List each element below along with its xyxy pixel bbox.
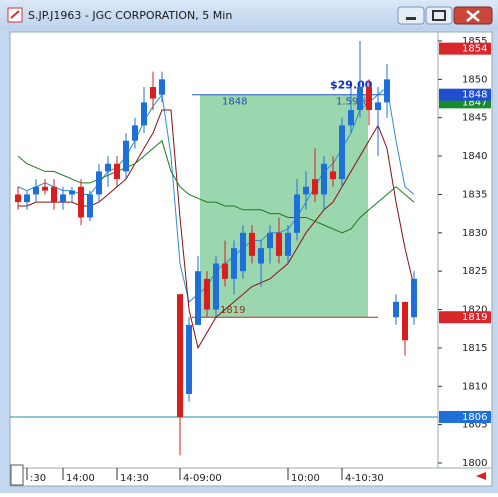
candle-body [285,232,291,256]
candle-body [222,263,228,279]
y-tick-label: 1805 [462,420,487,431]
candle-body [51,186,57,203]
y-tick-label: 1810 [462,381,487,392]
x-tick-label: 14:00 [66,473,95,484]
candle-body [267,232,273,249]
candle-body [321,163,327,195]
candle-body [96,171,102,195]
candle-body [213,263,219,310]
candle-body [60,194,66,203]
box-low-label: 1819 [220,305,245,316]
candle-body [249,232,255,256]
y-tick-label: 1835 [462,189,487,200]
candle-body [69,190,75,195]
y-tick-label: 1855 [462,36,487,47]
y-tick-label: 1840 [462,151,487,162]
chart: 1800 1805 1810 1815 1820 1825 1830 1835 1840 1845… [10,36,491,484]
y-tick-label: 1845 [462,113,487,124]
candle-body [24,194,30,203]
candle-body [312,179,318,195]
price-tag-label: 1806 [462,412,487,423]
y-tick-label: 1800 [462,458,487,469]
candle-body [303,186,309,195]
y-tick-label: 1830 [462,228,487,239]
price-tag-label: 1819 [462,312,487,323]
candle-body [177,294,183,417]
overlay-line [17,139,415,234]
price-tag-label: 1848 [462,90,487,101]
y-tick-label: 1815 [462,343,487,354]
price-tag [439,410,491,423]
candle-body [78,186,84,218]
candle-body [195,271,201,325]
window-title: S.JP.J1963 - JGC CORPORATION, 5 Min [28,9,232,22]
candle-body [357,87,363,111]
price-tag [439,42,491,55]
candle-body [339,125,345,180]
candle-body [186,324,192,394]
candle-body [258,248,264,264]
candle-body [33,186,39,195]
candle-body [411,278,417,318]
y-tick-label: 1850 [462,74,487,85]
candle-body [366,87,372,111]
maximize-button[interactable] [425,6,453,25]
candle-body [402,301,408,341]
candle-body [231,248,237,279]
candle-body [42,186,48,191]
candle-body [375,102,381,111]
x-tick-label: 4-10:30 [345,473,384,484]
candle-body [348,110,354,126]
y-tick-label: 1820 [462,305,487,316]
price-tag [439,311,491,324]
y-tick-label: 1825 [462,266,487,277]
time-axis [9,467,493,487]
price-tag-label: 1847 [462,97,487,108]
box-percent: 1.59% [336,97,368,108]
candle-body [141,102,147,126]
candle-body [159,79,165,95]
x-tick-label: 14:30 [120,473,149,484]
candle-body [87,194,93,218]
close-button[interactable] [453,6,493,25]
x-tick-label: :30 [30,473,46,484]
candle-body [384,79,390,103]
x-tick-label: 10:00 [291,473,320,484]
candle-body [15,194,21,203]
candle-body [393,301,399,318]
candle-body [132,125,138,141]
candle-body [114,163,120,180]
window-icon [7,7,23,23]
minimize-button[interactable] [397,6,425,25]
scroll-handle[interactable] [10,464,24,486]
candle-body [123,140,129,172]
candle-body [105,163,111,172]
price-tag [439,88,491,101]
candle-body [240,232,246,272]
box-high-label: 1848 [222,97,247,108]
candle-body [204,278,210,310]
candle-body [150,87,156,99]
scroll-arrow[interactable] [476,472,486,480]
price-tag-label: 1854 [462,44,487,55]
candle-body [330,171,336,180]
candle-body [276,232,282,256]
x-tick-label: 4-09:00 [183,473,222,484]
candle-body [294,194,300,233]
